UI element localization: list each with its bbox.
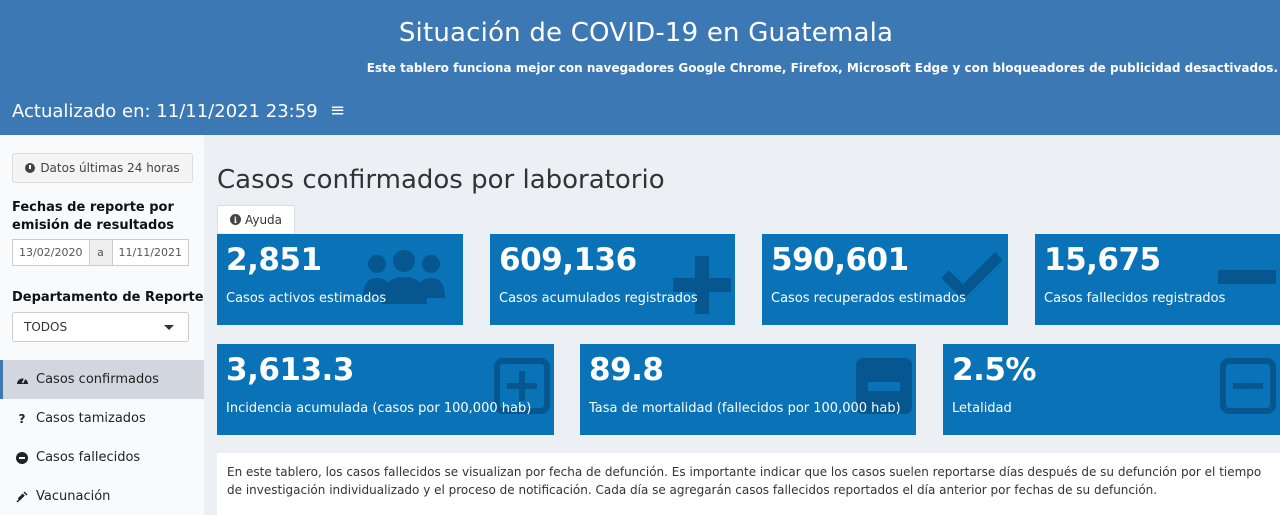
browser-notice: Este tablero funciona mejor con navegado… bbox=[366, 61, 1278, 75]
minus-circle-icon bbox=[15, 451, 29, 464]
menu-item-label: Casos confirmados bbox=[36, 372, 159, 387]
users-icon bbox=[363, 250, 445, 304]
help-label: Ayuda bbox=[244, 212, 283, 227]
value-box-recuperados: 590,601 Casos recuperados estimados bbox=[762, 234, 1008, 325]
date-to-input[interactable]: 11/11/2021 bbox=[118, 246, 182, 259]
value-box-fallecidos: 15,675 Casos fallecidos registrados bbox=[1035, 234, 1280, 325]
minus-square-icon bbox=[856, 358, 912, 414]
menu-item-casos-tamizados[interactable]: ? Casos tamizados bbox=[0, 399, 204, 438]
department-select-value: TODOS bbox=[24, 320, 68, 334]
dashboard-icon bbox=[15, 374, 29, 385]
value-box-activos: 2,851 Casos activos estimados bbox=[217, 234, 463, 325]
box-label: Incidencia acumulada (casos por 100,000 … bbox=[226, 401, 532, 416]
header-bar: Situación de COVID-19 en Guatemala Este … bbox=[0, 0, 1280, 135]
value-box-mortalidad: 89.8 Tasa de mortalidad (fallecidos por … bbox=[580, 344, 916, 435]
plus-icon bbox=[673, 256, 731, 314]
menu-item-vacunacion[interactable]: Vacunación bbox=[0, 477, 204, 515]
caret-down-icon bbox=[164, 325, 174, 330]
date-from-input[interactable]: 13/02/2020 bbox=[19, 246, 83, 259]
syringe-icon bbox=[15, 490, 29, 503]
box-value: 89.8 bbox=[589, 352, 664, 388]
box-label: Tasa de mortalidad (fallecidos por 100,0… bbox=[589, 401, 901, 416]
date-range-label: Fechas de reporte por emisión de resulta… bbox=[12, 200, 175, 233]
plus-square-icon bbox=[494, 358, 550, 414]
minus-icon bbox=[1218, 270, 1276, 284]
value-box-incidencia: 3,613.3 Incidencia acumulada (casos por … bbox=[217, 344, 554, 435]
hamburger-menu-icon[interactable]: ≡ bbox=[330, 100, 346, 121]
sidebar: Datos últimas 24 horas Fechas de reporte… bbox=[0, 135, 204, 515]
updated-timestamp: Actualizado en: 11/11/2021 23:59 bbox=[12, 101, 318, 122]
menu-item-casos-fallecidos[interactable]: Casos fallecidos bbox=[0, 438, 204, 477]
box-label: Casos activos estimados bbox=[226, 291, 387, 306]
check-icon bbox=[942, 252, 1002, 298]
department-select[interactable]: TODOS bbox=[12, 312, 189, 342]
date-range-separator: a bbox=[88, 240, 113, 265]
menu-item-label: Casos fallecidos bbox=[36, 450, 141, 465]
box-label: Casos recuperados estimados bbox=[771, 291, 966, 306]
page-title: Casos confirmados por laboratorio bbox=[217, 165, 665, 195]
box-value: 3,613.3 bbox=[226, 352, 354, 388]
date-range-picker: 13/02/2020 a 11/11/2021 bbox=[12, 239, 189, 266]
department-label: Departamento de Reporte bbox=[12, 290, 204, 305]
last-24h-label: Datos últimas 24 horas bbox=[40, 161, 180, 175]
value-box-letalidad: 2.5% Letalidad bbox=[943, 344, 1280, 435]
box-value: 15,675 bbox=[1044, 242, 1161, 278]
menu-item-casos-confirmados[interactable]: Casos confirmados bbox=[0, 360, 204, 399]
minus-square-outline-icon bbox=[1220, 358, 1276, 414]
box-label: Casos fallecidos registrados bbox=[1044, 291, 1226, 306]
menu-item-label: Vacunación bbox=[36, 489, 111, 504]
box-label: Letalidad bbox=[952, 401, 1012, 416]
box-value: 590,601 bbox=[771, 242, 909, 278]
question-icon: ? bbox=[18, 411, 26, 426]
clock-icon bbox=[25, 163, 36, 173]
box-value: 2,851 bbox=[226, 242, 322, 278]
deaths-note: En este tablero, los casos fallecidos se… bbox=[217, 453, 1280, 515]
last-24h-button[interactable]: Datos últimas 24 horas bbox=[12, 153, 193, 183]
menu-item-label: Casos tamizados bbox=[36, 411, 146, 426]
value-box-acumulados: 609,136 Casos acumulados registrados bbox=[490, 234, 735, 325]
help-tab[interactable]: i Ayuda bbox=[217, 205, 295, 233]
dashboard-title: Situación de COVID-19 en Guatemala bbox=[398, 18, 894, 48]
box-value: 2.5% bbox=[952, 352, 1036, 388]
info-icon: i bbox=[229, 214, 241, 225]
box-label: Casos acumulados registrados bbox=[499, 291, 698, 306]
box-value: 609,136 bbox=[499, 242, 637, 278]
